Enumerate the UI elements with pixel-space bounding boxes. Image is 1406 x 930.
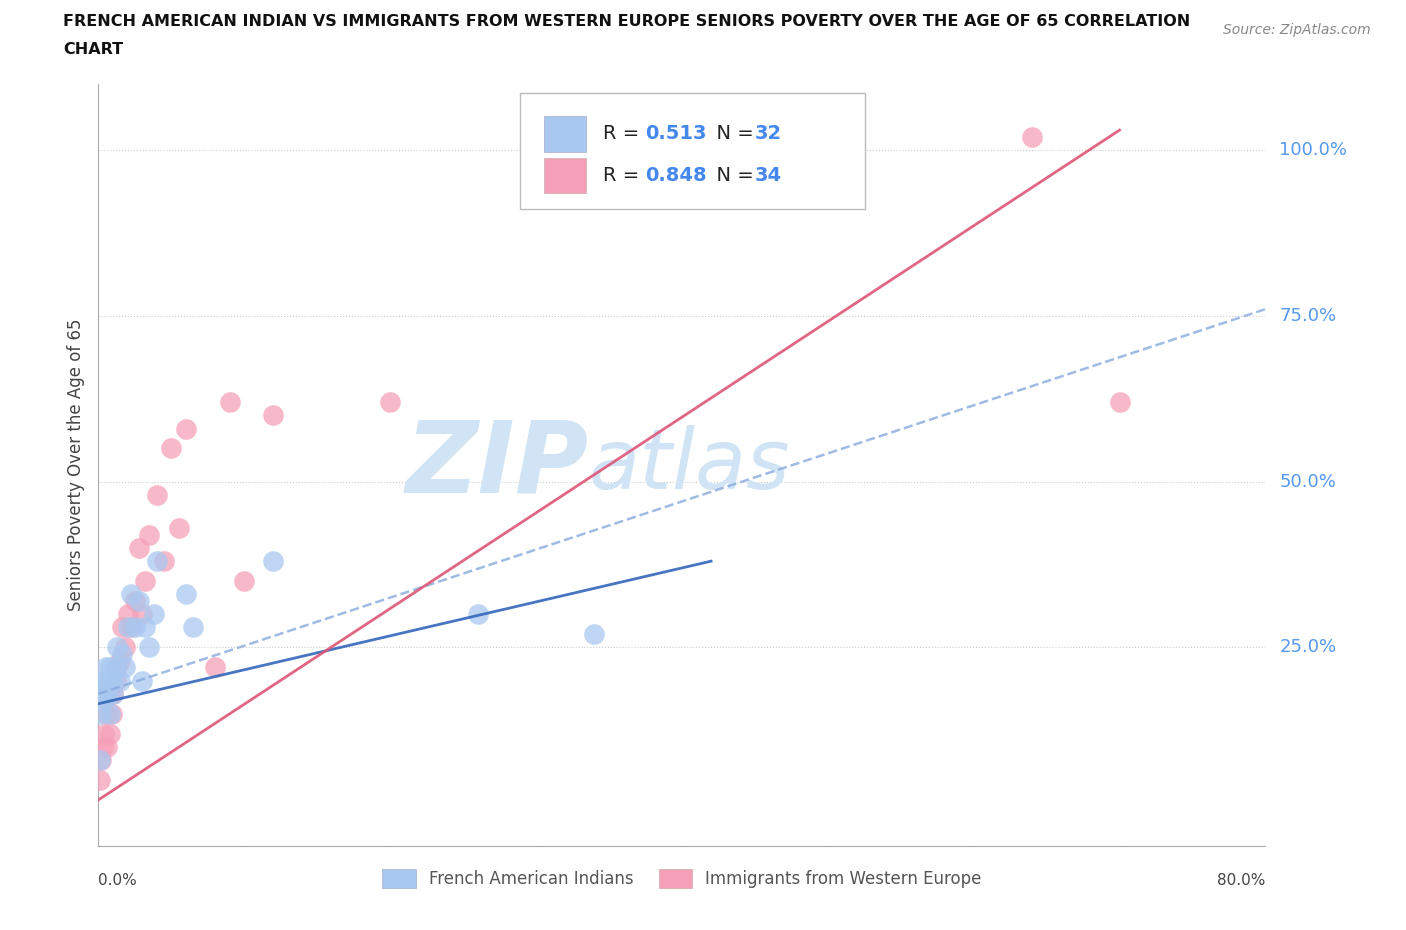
Point — [91, 739, 114, 754]
Point — [98, 726, 121, 741]
Point — [94, 706, 117, 721]
Point — [117, 606, 139, 621]
Point — [101, 673, 124, 688]
Point — [89, 773, 111, 788]
Point — [89, 752, 111, 767]
Point — [138, 527, 160, 542]
Text: R =: R = — [603, 125, 645, 143]
Point — [101, 686, 124, 701]
Point — [218, 394, 240, 409]
Point — [233, 574, 256, 589]
Point — [93, 726, 115, 741]
Point — [91, 686, 114, 701]
Text: 32: 32 — [755, 125, 782, 143]
Point — [100, 706, 122, 721]
Point — [131, 673, 153, 688]
Point — [93, 693, 115, 708]
Text: ZIP: ZIP — [405, 417, 589, 513]
Point — [181, 620, 204, 635]
Point — [111, 620, 134, 635]
Point — [104, 673, 127, 688]
Y-axis label: Seniors Poverty Over the Age of 65: Seniors Poverty Over the Age of 65 — [66, 319, 84, 611]
Point — [105, 659, 128, 674]
Point — [90, 752, 112, 767]
Point — [124, 593, 146, 608]
Point — [98, 706, 121, 721]
Point — [138, 640, 160, 655]
Text: 75.0%: 75.0% — [1279, 307, 1337, 325]
Point — [134, 620, 156, 635]
Text: 0.848: 0.848 — [645, 166, 707, 185]
Point — [110, 673, 132, 688]
Point — [174, 587, 197, 602]
Text: Source: ZipAtlas.com: Source: ZipAtlas.com — [1223, 23, 1371, 37]
Text: 50.0%: 50.0% — [1279, 472, 1336, 491]
Text: 25.0%: 25.0% — [1279, 638, 1337, 657]
Point — [134, 574, 156, 589]
Point — [91, 673, 114, 688]
Point — [146, 553, 169, 568]
Point — [98, 659, 121, 674]
Point — [262, 553, 284, 568]
Text: 80.0%: 80.0% — [1218, 873, 1265, 888]
Point — [97, 673, 120, 688]
Point — [97, 686, 120, 701]
Point — [94, 659, 117, 674]
Point — [467, 606, 489, 621]
Point — [120, 587, 142, 602]
Legend: French American Indians, Immigrants from Western Europe: French American Indians, Immigrants from… — [375, 863, 988, 896]
Point — [262, 408, 284, 423]
Point — [94, 673, 117, 688]
Point — [1108, 394, 1130, 409]
Point — [117, 620, 139, 635]
Point — [114, 640, 136, 655]
Point — [111, 646, 134, 661]
Text: 0.513: 0.513 — [645, 125, 707, 143]
Point — [204, 659, 226, 674]
Point — [120, 620, 142, 635]
Point — [124, 620, 146, 635]
Point — [174, 421, 197, 436]
Text: 100.0%: 100.0% — [1279, 141, 1347, 159]
Point — [1021, 129, 1043, 144]
Point — [160, 441, 183, 456]
Text: R =: R = — [603, 166, 645, 185]
Point — [90, 706, 112, 721]
Point — [128, 593, 150, 608]
Point — [167, 521, 190, 536]
Text: 0.0%: 0.0% — [98, 873, 138, 888]
Point — [110, 653, 132, 668]
Point — [104, 659, 127, 674]
Text: CHART: CHART — [63, 42, 124, 57]
Text: N =: N = — [704, 125, 761, 143]
Text: atlas: atlas — [589, 424, 790, 506]
Point — [105, 640, 128, 655]
Text: N =: N = — [704, 166, 761, 185]
Point — [380, 394, 402, 409]
Point — [583, 627, 606, 642]
Point — [101, 686, 124, 701]
Point — [142, 606, 165, 621]
Point — [153, 553, 176, 568]
Point — [114, 659, 136, 674]
Point — [131, 606, 153, 621]
Point — [128, 540, 150, 555]
Point — [96, 686, 118, 701]
Point — [96, 739, 118, 754]
Point — [146, 487, 169, 502]
Text: 34: 34 — [755, 166, 782, 185]
Text: FRENCH AMERICAN INDIAN VS IMMIGRANTS FROM WESTERN EUROPE SENIORS POVERTY OVER TH: FRENCH AMERICAN INDIAN VS IMMIGRANTS FRO… — [63, 14, 1191, 29]
